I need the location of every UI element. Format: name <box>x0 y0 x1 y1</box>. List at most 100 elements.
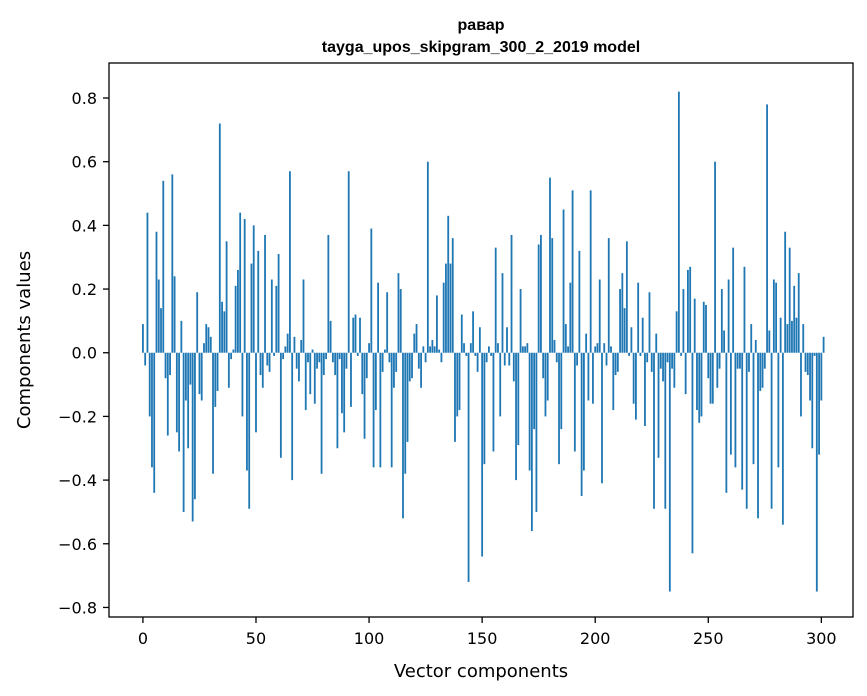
bar-135 <box>447 215 450 353</box>
bar-217 <box>632 352 635 404</box>
bar-289 <box>795 317 798 353</box>
bar-260 <box>729 352 732 455</box>
bar-275 <box>763 352 766 369</box>
bar-42 <box>237 269 239 353</box>
bar-271 <box>754 340 757 353</box>
bar-300 <box>820 352 823 401</box>
bar-159 <box>501 273 504 353</box>
bar-5 <box>153 352 156 493</box>
bar-218 <box>635 352 637 420</box>
bar-92 <box>350 352 352 407</box>
bar-88 <box>341 352 343 414</box>
bar-27 <box>203 343 205 353</box>
bar-118 <box>408 352 411 382</box>
bar-245 <box>696 352 698 411</box>
bar-3 <box>148 352 151 417</box>
bar-114 <box>399 289 402 353</box>
bar-257 <box>723 330 726 353</box>
bar-177 <box>542 352 545 379</box>
bar-279 <box>772 279 775 353</box>
bar-51 <box>257 250 260 353</box>
bar-144 <box>467 352 470 582</box>
bar-39 <box>230 352 233 360</box>
bar-16 <box>178 352 181 452</box>
bar-79 <box>320 352 323 474</box>
bar-230 <box>662 352 664 382</box>
bar-266 <box>743 266 746 353</box>
bar-33 <box>216 352 219 391</box>
y-axis-ticks: −0.8 −0.6 −0.4 −0.2 0.0 0.2 0.4 0.6 0.8 <box>58 89 109 617</box>
bar-256 <box>720 289 723 353</box>
bar-203 <box>601 352 603 484</box>
bar-215 <box>628 352 631 356</box>
bar-63 <box>284 346 287 353</box>
bar-283 <box>781 352 784 525</box>
bar-180 <box>549 177 551 353</box>
bar-124 <box>422 346 425 353</box>
bar-293 <box>804 352 807 372</box>
bar-172 <box>530 352 533 532</box>
bar-206 <box>607 238 610 353</box>
bar-287 <box>791 320 793 353</box>
bar-12 <box>169 352 171 376</box>
bar-235 <box>673 352 676 388</box>
bar-174 <box>535 352 538 512</box>
bar-253 <box>714 161 716 353</box>
bar-213 <box>623 308 626 353</box>
bar-175 <box>537 244 540 353</box>
bar-251 <box>709 352 712 404</box>
bar-259 <box>727 279 730 353</box>
bar-136 <box>449 263 452 353</box>
bar-36 <box>223 311 226 353</box>
bar-248 <box>702 301 705 353</box>
bar-231 <box>664 352 667 509</box>
bar-168 <box>521 346 524 353</box>
bar-142 <box>463 343 465 353</box>
bar-121 <box>415 324 418 353</box>
bar-143 <box>465 352 468 356</box>
bar-71 <box>302 279 305 353</box>
y-tick-label: −0.6 <box>58 535 97 554</box>
bar-119 <box>411 352 413 379</box>
bar-240 <box>684 352 687 395</box>
bar-17 <box>180 320 183 353</box>
bar-107 <box>383 349 386 353</box>
bar-255 <box>718 352 721 369</box>
bar-18 <box>182 352 185 512</box>
bar-130 <box>436 295 438 353</box>
bar-173 <box>533 352 536 430</box>
bar-101 <box>370 228 373 353</box>
bar-292 <box>802 324 805 353</box>
bar-169 <box>524 346 526 353</box>
bar-66 <box>291 352 294 481</box>
bar-234 <box>671 352 673 369</box>
bar-75 <box>311 349 314 353</box>
bar-182 <box>553 340 556 353</box>
bar-261 <box>732 247 735 353</box>
plot-frame <box>108 62 854 618</box>
bar-157 <box>497 343 499 353</box>
bar-122 <box>417 352 420 369</box>
bar-183 <box>555 352 558 363</box>
bar-98 <box>363 352 366 439</box>
bar-14 <box>173 276 176 353</box>
bar-151 <box>483 352 486 465</box>
bar-146 <box>472 311 474 353</box>
bar-102 <box>372 352 375 468</box>
bar-19 <box>184 352 187 401</box>
bar-193 <box>578 250 581 353</box>
bar-1 <box>144 352 147 366</box>
bar-185 <box>560 352 563 430</box>
bar-149 <box>478 327 481 353</box>
bar-129 <box>433 346 436 353</box>
bar-126 <box>426 161 429 353</box>
bar-89 <box>343 352 346 433</box>
bar-133 <box>442 282 445 353</box>
bar-162 <box>508 352 511 366</box>
bar-296 <box>811 352 814 449</box>
bar-56 <box>268 352 271 372</box>
chart-title-line2: tayga_upos_skipgram_300_2_2019 model <box>322 39 640 56</box>
bar-60 <box>277 254 280 353</box>
bar-64 <box>286 333 289 353</box>
bar-69 <box>298 352 300 382</box>
